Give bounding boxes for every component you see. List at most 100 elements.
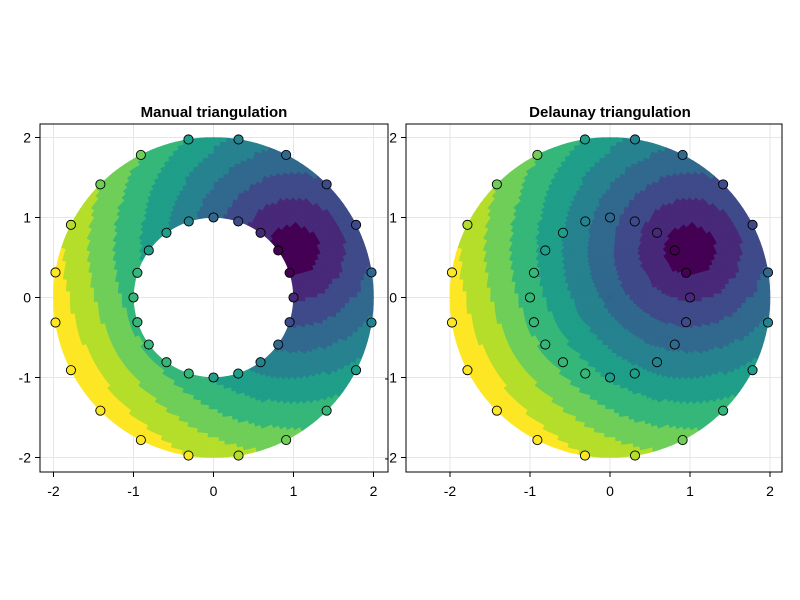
contour-cell	[97, 292, 102, 298]
contour-cell	[360, 285, 366, 293]
contour-cell	[369, 297, 374, 305]
contour-cell	[213, 429, 220, 434]
contour-cell	[208, 417, 214, 422]
contour-cell	[89, 287, 95, 294]
contour-cell	[73, 291, 78, 298]
contour-cell	[202, 384, 207, 390]
left-y-tick-label: -2	[19, 450, 32, 466]
contour-cell	[333, 292, 338, 298]
contour-cell	[216, 388, 222, 394]
contour-cell	[213, 425, 219, 430]
contour-cell	[213, 189, 219, 194]
contour-cell	[340, 302, 346, 309]
contour-cell	[204, 181, 210, 187]
contour-cell	[175, 448, 184, 455]
contour-cell	[213, 397, 218, 402]
contour-cell	[121, 293, 126, 298]
contour-cell	[305, 293, 310, 298]
data-point	[161, 357, 172, 368]
left-x-tick-label: 1	[290, 483, 298, 499]
contour-cell	[201, 388, 207, 394]
contour-cell	[205, 201, 211, 207]
contour-cell	[207, 141, 214, 146]
contour-cell	[109, 301, 115, 306]
contour-cell	[85, 287, 91, 293]
contour-cell	[208, 189, 214, 194]
contour-cell	[364, 303, 370, 311]
contour-cell	[352, 302, 358, 310]
contour-cell	[633, 297, 639, 299]
contour-cell	[368, 303, 374, 311]
contour-cell	[204, 189, 210, 195]
contour-cell	[207, 441, 214, 446]
contour-cell	[208, 401, 214, 406]
contour-cell	[216, 205, 222, 211]
contour-cell	[202, 428, 209, 434]
contour-cell	[216, 209, 221, 215]
contour-cell	[213, 185, 219, 190]
contour-cell	[53, 303, 59, 311]
right-panel-title: Delaunay triangulation	[529, 104, 691, 121]
contour-cell	[296, 303, 302, 309]
contour-cell	[213, 385, 218, 390]
contour-cell	[202, 380, 208, 386]
contour-cell	[206, 380, 211, 386]
contour-cell	[213, 417, 219, 422]
contour-cell	[332, 301, 338, 308]
contour-cell	[217, 181, 223, 187]
contour-cell	[200, 448, 208, 454]
contour-cell	[203, 173, 210, 179]
contour-cell	[213, 409, 219, 414]
contour-cell	[357, 297, 362, 304]
contour-cell	[203, 169, 209, 175]
contour-cell	[105, 284, 111, 290]
data-point	[132, 267, 143, 278]
contour-cell	[625, 297, 631, 299]
contour-cell	[328, 301, 334, 308]
contour-cell	[209, 397, 214, 402]
contour-cell	[213, 181, 219, 186]
contour-cell	[304, 304, 310, 310]
contour-cell	[204, 408, 210, 414]
data-point	[135, 435, 146, 446]
contour-cell	[219, 141, 227, 147]
contour-cell	[113, 285, 119, 291]
contour-cell	[207, 437, 214, 442]
contour-cell	[328, 287, 334, 294]
contour-cell	[313, 293, 318, 298]
contour-cell	[320, 301, 326, 307]
contour-cell	[113, 297, 118, 302]
left-panel-title: Manual triangulation	[141, 104, 288, 121]
contour-cell	[361, 291, 366, 298]
contour-cell	[209, 393, 214, 398]
contour-cell	[101, 288, 107, 294]
contour-cell	[97, 288, 103, 294]
data-point	[255, 227, 266, 238]
contour-cell	[213, 193, 218, 198]
contour-cell	[53, 297, 58, 305]
contour-cell	[361, 297, 366, 304]
contour-cell	[221, 189, 227, 195]
contour-cell	[218, 157, 225, 163]
left-panel: Manual triangulation -2 -1 0 1 2 -2 -1 0…	[19, 104, 389, 499]
contour-cell	[225, 137, 233, 143]
contour-cell	[220, 197, 226, 203]
contour-cell	[321, 292, 326, 298]
contour-cell	[213, 389, 218, 394]
contour-cell	[200, 141, 208, 147]
contour-cell	[213, 177, 219, 182]
data-point	[183, 450, 194, 461]
data-point	[255, 357, 266, 368]
contour-cell	[308, 289, 314, 295]
contour-cell	[320, 288, 326, 294]
contour-cell	[352, 285, 358, 293]
contour-cell	[217, 412, 224, 418]
contour-cell	[213, 393, 218, 398]
contour-cell	[316, 301, 322, 307]
contour-cell	[204, 404, 210, 410]
contour-cell	[344, 286, 350, 293]
contour-cell	[93, 301, 99, 308]
contour-cell	[65, 291, 70, 298]
data-point	[351, 219, 362, 230]
contour-cell	[109, 289, 115, 294]
